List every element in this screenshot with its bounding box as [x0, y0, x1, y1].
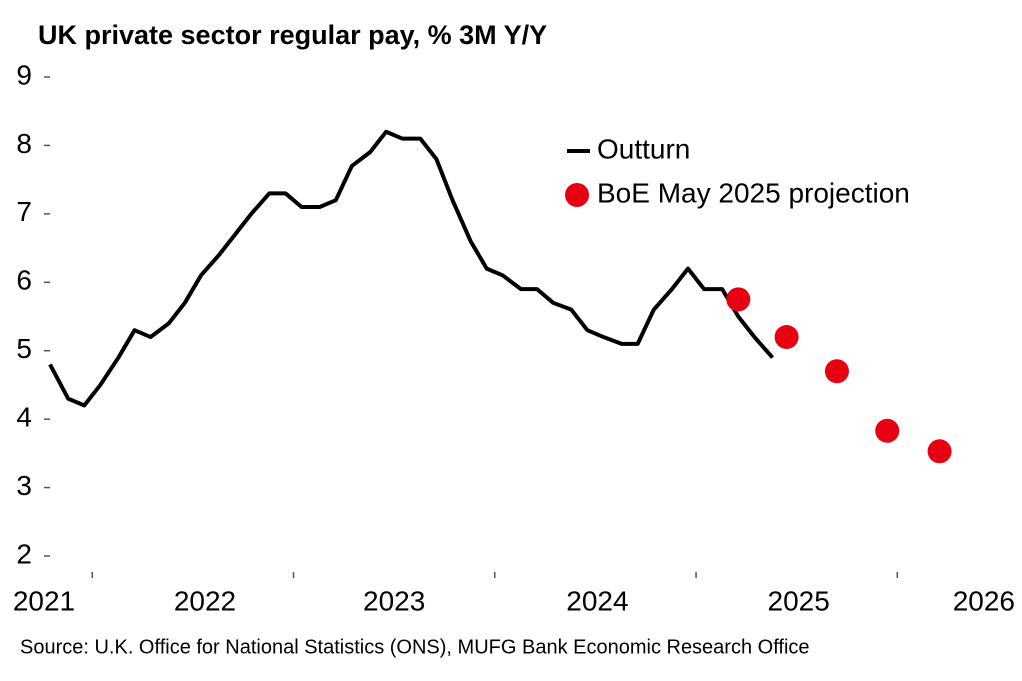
- outturn-line: [48, 129, 775, 408]
- y-tick-label: 7: [16, 196, 32, 227]
- legend-label: BoE May 2025 projection: [597, 177, 910, 208]
- y-tick-label: 9: [16, 59, 32, 90]
- x-tick-label: 2023: [363, 585, 425, 616]
- x-tick-label: 2022: [174, 585, 236, 616]
- y-tick-label: 5: [16, 333, 32, 364]
- y-tick-label: 8: [16, 128, 32, 159]
- y-tick-label: 3: [16, 470, 32, 501]
- y-tick-label: 4: [16, 402, 32, 433]
- legend-swatch: [565, 183, 589, 207]
- x-tick-label: 2021: [13, 585, 75, 616]
- projection-dot: [774, 325, 799, 350]
- x-tick-label: 2026: [953, 585, 1015, 616]
- source-note: Source: U.K. Office for National Statist…: [20, 636, 810, 658]
- y-tick-label: 2: [16, 538, 32, 569]
- projection-dot: [824, 359, 849, 384]
- x-tick-label: 2025: [768, 585, 830, 616]
- chart-title: UK private sector regular pay, % 3M Y/Y: [38, 20, 547, 50]
- projection-dot: [875, 418, 900, 443]
- legend-label: Outturn: [597, 133, 690, 164]
- projection-dot: [726, 287, 751, 312]
- x-tick-label: 2024: [566, 585, 628, 616]
- y-tick-label: 6: [16, 265, 32, 296]
- projection-dot: [927, 439, 952, 464]
